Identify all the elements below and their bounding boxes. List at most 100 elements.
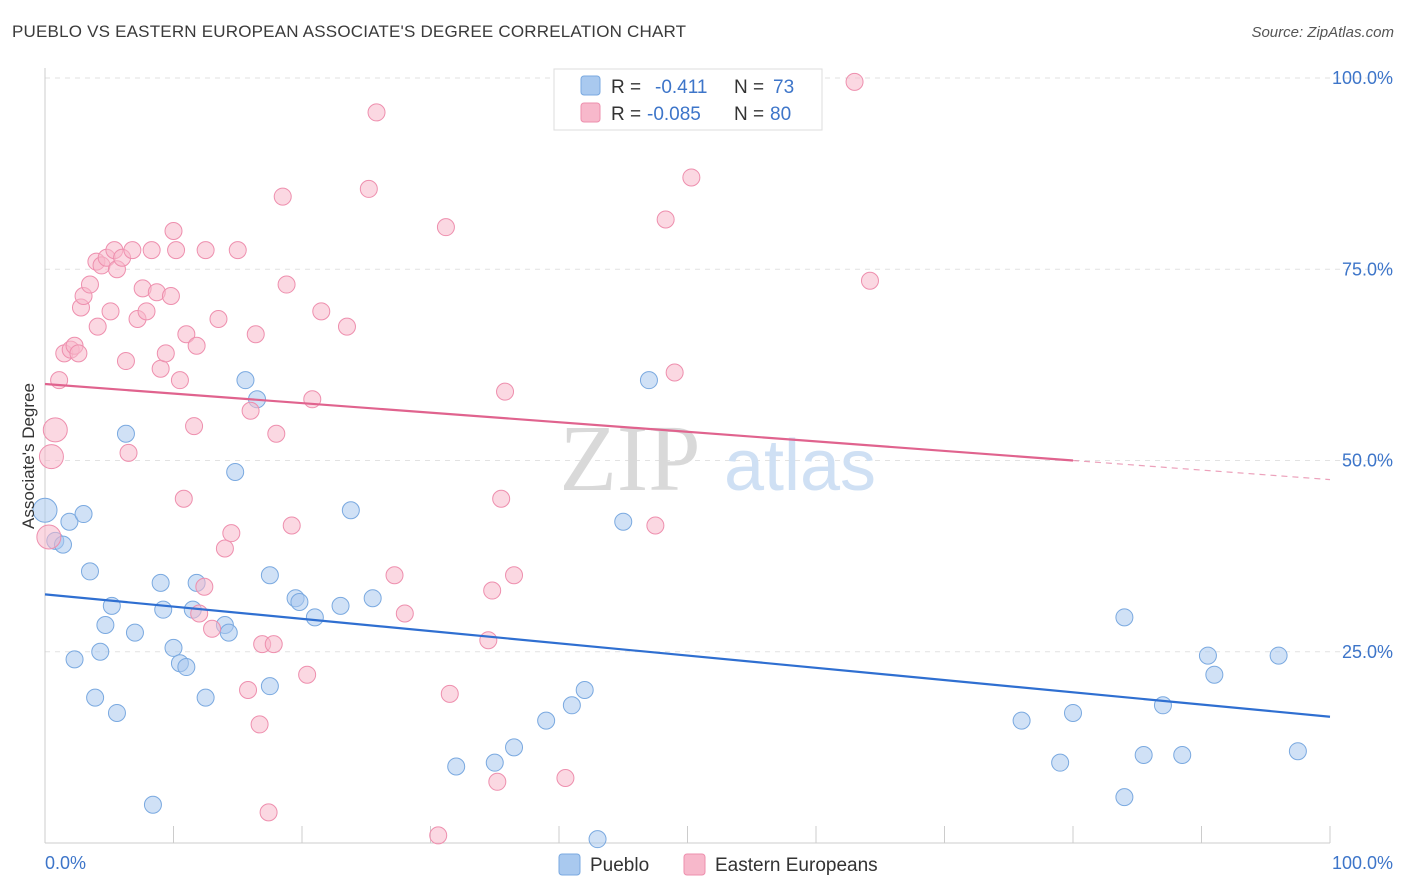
- pueblo-point: [151, 573, 170, 592]
- pueblo-point: [86, 688, 105, 707]
- pueblo-point: [639, 371, 658, 390]
- eastern-europeans-point: [246, 325, 265, 344]
- legend-n-value-pueblo: 73: [773, 77, 794, 98]
- eastern-europeans-point: [665, 363, 684, 382]
- eastern-europeans-point: [385, 566, 404, 585]
- pueblo-point: [236, 371, 255, 390]
- eastern-europeans-point: [209, 309, 228, 328]
- source-credit: Source: ZipAtlas.com: [1251, 24, 1394, 41]
- eastern-europeans-point: [646, 516, 665, 535]
- pueblo-point: [96, 615, 115, 634]
- x-tick-label: 0.0%: [45, 853, 86, 873]
- pueblo-point: [32, 497, 58, 523]
- pueblo-point: [1064, 703, 1082, 722]
- eastern-europeans-point: [156, 344, 175, 363]
- eastern-europeans-point: [259, 803, 278, 822]
- eastern-europeans-point: [505, 566, 524, 585]
- pueblo-point: [363, 589, 382, 608]
- pueblo-point: [1288, 742, 1307, 761]
- eastern-europeans-point: [429, 826, 448, 845]
- legend-r-value-eastern-europeans: -0.085: [647, 104, 701, 125]
- eastern-europeans-point: [88, 317, 107, 336]
- eastern-europeans-point: [395, 604, 414, 623]
- eastern-europeans-point: [228, 241, 247, 260]
- eastern-europeans-point: [264, 635, 283, 654]
- eastern-europeans-point: [239, 681, 258, 699]
- eastern-europeans-point: [196, 241, 215, 260]
- eastern-europeans-point: [119, 443, 138, 462]
- eastern-europeans-point: [164, 222, 183, 240]
- eastern-europeans-point: [367, 103, 386, 122]
- legend-n-label-pueblo: N =: [734, 77, 764, 98]
- eastern-europeans-point: [282, 516, 301, 535]
- legend-swatch-pueblo: [580, 75, 601, 96]
- pueblo-point: [164, 638, 183, 657]
- eastern-europeans-point: [151, 359, 170, 378]
- pueblo-point: [562, 696, 581, 715]
- watermark-zip: ZIP: [560, 407, 701, 511]
- eastern-europeans-point: [161, 287, 180, 306]
- pueblo-point: [485, 753, 504, 772]
- watermark-atlas: atlas: [724, 426, 876, 506]
- pueblo-point: [1173, 746, 1192, 765]
- eastern-europeans-point: [436, 218, 455, 237]
- pueblo-point: [177, 658, 196, 677]
- pueblo-point: [588, 830, 607, 849]
- eastern-europeans-point: [187, 336, 206, 355]
- eastern-europeans-point: [116, 352, 135, 371]
- pueblo-point: [116, 424, 135, 443]
- bottom-legend: Pueblo Eastern Europeans: [558, 853, 878, 876]
- pueblo-point: [1198, 646, 1217, 665]
- eastern-europeans-trend-line: [44, 382, 1074, 462]
- legend-n-value-eastern-europeans: 80: [770, 104, 791, 125]
- pueblo-point: [614, 512, 633, 531]
- pueblo-point: [537, 711, 556, 730]
- pueblo-point: [260, 566, 279, 585]
- grid-lines: [45, 77, 1393, 653]
- pueblo-point: [143, 795, 162, 814]
- pueblo-point: [575, 681, 594, 699]
- watermark: ZIP atlas: [560, 407, 877, 511]
- pueblo-point: [74, 505, 93, 524]
- legend-r-label-pueblo: R =: [611, 77, 641, 98]
- eastern-europeans-point: [36, 524, 62, 550]
- eastern-europeans-point: [241, 401, 260, 420]
- pueblo-point: [107, 703, 126, 722]
- eastern-europeans-point: [170, 371, 189, 390]
- pueblo-point: [1134, 746, 1153, 765]
- pueblo-point: [447, 757, 466, 776]
- eastern-europeans-point: [80, 275, 99, 294]
- pueblo-point: [260, 677, 279, 696]
- pueblo-point: [1269, 646, 1288, 665]
- pueblo-point: [125, 623, 144, 642]
- bottom-legend-swatch-eastern-europeans: [683, 853, 706, 876]
- eastern-europeans-point: [203, 619, 222, 638]
- eastern-europeans-point: [337, 317, 356, 336]
- tick-labels: 25.0% 50.0% 75.0% 100.0% 0.0% 100.0%: [45, 68, 1393, 873]
- eastern-europeans-point: [273, 187, 292, 206]
- eastern-europeans-point: [492, 489, 511, 508]
- pueblo-point: [1051, 753, 1070, 772]
- eastern-europeans-point: [101, 302, 120, 321]
- pueblo-point: [1115, 608, 1134, 627]
- data-points: [32, 72, 1307, 849]
- pueblo-point: [154, 600, 173, 619]
- pueblo-point: [219, 623, 238, 642]
- eastern-europeans-point: [860, 271, 879, 290]
- legend-r-value-pueblo: -0.411: [655, 77, 707, 98]
- pueblo-point: [60, 512, 79, 531]
- eastern-europeans-point: [479, 631, 498, 650]
- eastern-europeans-point: [222, 524, 241, 543]
- eastern-europeans-point: [174, 489, 193, 508]
- pueblo-trend-line: [44, 593, 1331, 718]
- eastern-europeans-point: [656, 210, 675, 229]
- eastern-europeans-point: [123, 241, 142, 260]
- y-tick-label: 100.0%: [1332, 68, 1393, 88]
- eastern-europeans-point: [312, 302, 331, 321]
- pueblo-point: [1115, 788, 1134, 807]
- eastern-europeans-point: [488, 772, 507, 791]
- pueblo-point: [505, 738, 524, 757]
- y-tick-label: 25.0%: [1342, 642, 1393, 662]
- eastern-europeans-point: [298, 665, 317, 684]
- pueblo-point: [305, 608, 324, 627]
